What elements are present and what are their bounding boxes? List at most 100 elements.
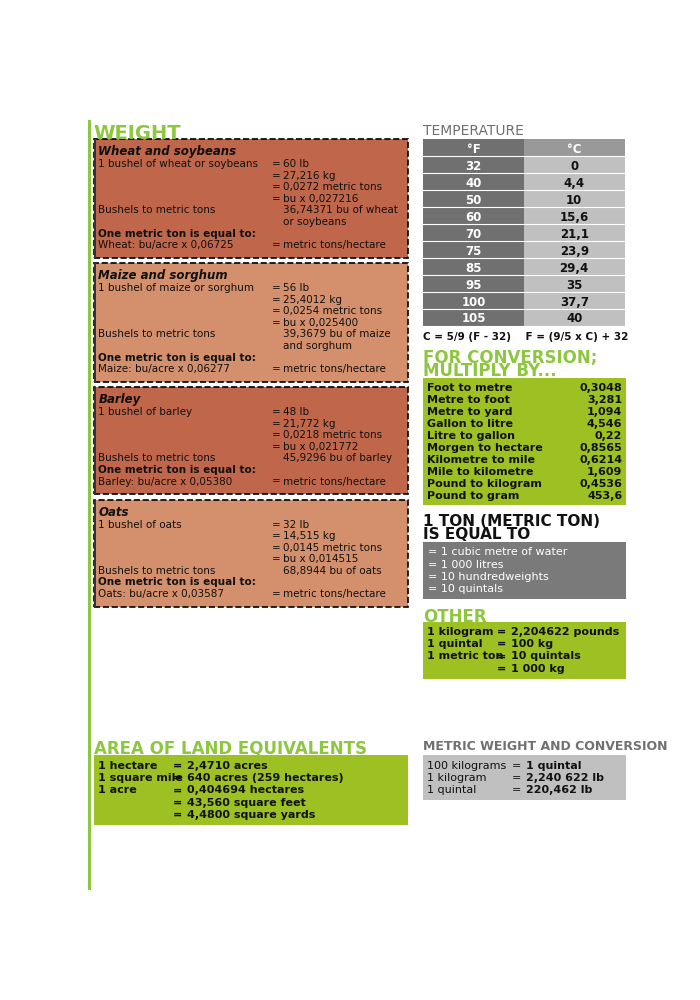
Text: 4,4800 square yards: 4,4800 square yards — [187, 810, 315, 820]
Text: =: = — [173, 773, 182, 783]
Text: 60 lb: 60 lb — [283, 159, 309, 169]
Text: = 10 hundredweights: = 10 hundredweights — [428, 572, 550, 582]
Bar — [94, 387, 96, 494]
Text: 2,240 622 lb: 2,240 622 lb — [526, 773, 604, 783]
Text: Mile to kilometre: Mile to kilometre — [427, 467, 533, 477]
Bar — [423, 241, 524, 258]
Text: 85: 85 — [466, 262, 482, 275]
Text: =: = — [173, 798, 182, 808]
Text: 0,4536: 0,4536 — [580, 479, 622, 489]
Bar — [423, 309, 524, 326]
Text: Bushels to metric tons: Bushels to metric tons — [98, 566, 216, 576]
Text: OTHER: OTHER — [423, 608, 486, 626]
Text: 1,609: 1,609 — [587, 467, 622, 477]
Text: One metric ton is equal to:: One metric ton is equal to: — [98, 465, 256, 475]
Text: Kilometre to mile: Kilometre to mile — [427, 455, 535, 465]
Text: or soybeans: or soybeans — [283, 217, 346, 227]
Text: 45,9296 bu of barley: 45,9296 bu of barley — [283, 453, 392, 463]
Text: 68,8944 bu of oats: 68,8944 bu of oats — [283, 566, 382, 576]
Text: TEMPERATURE: TEMPERATURE — [423, 124, 524, 138]
Text: IS EQUAL TO: IS EQUAL TO — [423, 527, 531, 542]
Text: Maize: bu/acre x 0,06277: Maize: bu/acre x 0,06277 — [98, 364, 230, 374]
Text: and sorghum: and sorghum — [283, 341, 352, 351]
Text: 14,515 kg: 14,515 kg — [283, 531, 335, 541]
Text: 1 metric ton: 1 metric ton — [427, 651, 503, 661]
Text: =: = — [272, 430, 281, 440]
Text: =: = — [173, 761, 182, 771]
Bar — [423, 258, 524, 275]
Text: Wheat and soybeans: Wheat and soybeans — [98, 145, 237, 158]
Bar — [94, 139, 407, 258]
Text: 39,3679 bu of maize: 39,3679 bu of maize — [283, 329, 391, 339]
Text: 1 TON (METRIC TON): 1 TON (METRIC TON) — [423, 514, 600, 529]
Bar — [423, 224, 524, 241]
Text: AREA OF LAND EQUIVALENTS: AREA OF LAND EQUIVALENTS — [94, 740, 367, 758]
Text: 1 bushel of wheat or soybeans: 1 bushel of wheat or soybeans — [98, 159, 258, 169]
Text: 0,22: 0,22 — [595, 431, 622, 441]
Text: =: = — [272, 589, 281, 599]
Text: 15,6: 15,6 — [559, 211, 589, 224]
Text: 36,74371 bu of wheat: 36,74371 bu of wheat — [283, 205, 398, 215]
Bar — [423, 275, 524, 292]
Text: One metric ton is equal to:: One metric ton is equal to: — [98, 577, 256, 587]
Text: 56 lb: 56 lb — [283, 283, 309, 293]
Bar — [94, 755, 407, 825]
Bar — [423, 207, 524, 224]
Text: =: = — [272, 194, 281, 204]
Bar — [423, 542, 626, 599]
Bar — [524, 241, 624, 258]
Bar — [524, 275, 624, 292]
Text: =: = — [512, 785, 522, 795]
Text: 1 square mile: 1 square mile — [98, 773, 183, 783]
Text: 0,0254 metric tons: 0,0254 metric tons — [283, 306, 382, 316]
Text: Barley: bu/acre x 0,05380: Barley: bu/acre x 0,05380 — [98, 477, 232, 487]
Text: 100: 100 — [461, 296, 486, 309]
Text: 100 kg: 100 kg — [511, 639, 553, 649]
Text: 75: 75 — [466, 245, 482, 258]
Text: =: = — [173, 810, 182, 820]
Text: 1 kilogram: 1 kilogram — [427, 627, 494, 637]
Text: 220,462 lb: 220,462 lb — [526, 785, 592, 795]
Text: 640 acres (259 hectares): 640 acres (259 hectares) — [187, 773, 343, 783]
Text: 2,204622 pounds: 2,204622 pounds — [511, 627, 619, 637]
Text: Litre to gallon: Litre to gallon — [427, 431, 515, 441]
Text: =: = — [272, 554, 281, 564]
Text: =: = — [272, 295, 281, 305]
Text: 27,216 kg: 27,216 kg — [283, 171, 335, 181]
Text: =: = — [497, 627, 506, 637]
Text: 1 hectare: 1 hectare — [98, 761, 158, 771]
Text: 2,4710 acres: 2,4710 acres — [187, 761, 267, 771]
Text: =: = — [272, 442, 281, 452]
Text: 0,8565: 0,8565 — [580, 443, 622, 453]
Text: MULTIPLY BY...: MULTIPLY BY... — [423, 362, 556, 380]
Text: =: = — [272, 283, 281, 293]
Bar — [524, 292, 624, 309]
Bar — [524, 309, 624, 326]
Text: 1 bushel of maize or sorghum: 1 bushel of maize or sorghum — [98, 283, 254, 293]
Text: 25,4012 kg: 25,4012 kg — [283, 295, 342, 305]
Text: 70: 70 — [466, 228, 482, 241]
Text: 0: 0 — [570, 160, 578, 173]
Text: =: = — [272, 419, 281, 429]
Text: = 10 quintals: = 10 quintals — [428, 584, 503, 594]
Text: 105: 105 — [461, 312, 486, 326]
Bar — [524, 173, 624, 190]
Text: Metre to foot: Metre to foot — [427, 395, 510, 405]
Text: 0,404694 hectares: 0,404694 hectares — [187, 785, 304, 795]
Text: metric tons/hectare: metric tons/hectare — [283, 477, 386, 487]
Text: 37,7: 37,7 — [560, 296, 589, 309]
Text: Bushels to metric tons: Bushels to metric tons — [98, 329, 216, 339]
Text: °F: °F — [467, 143, 480, 156]
Text: 21,772 kg: 21,772 kg — [283, 419, 335, 429]
Text: Pound to kilogram: Pound to kilogram — [427, 479, 542, 489]
Bar — [524, 207, 624, 224]
Text: 32 lb: 32 lb — [283, 520, 309, 530]
Text: =: = — [173, 785, 182, 795]
Bar — [88, 120, 92, 890]
Bar — [94, 263, 407, 382]
Text: bu x 0,021772: bu x 0,021772 — [283, 442, 358, 452]
Text: 1,094: 1,094 — [587, 407, 622, 417]
Bar — [524, 224, 624, 241]
Bar — [524, 156, 624, 173]
Text: =: = — [272, 306, 281, 316]
